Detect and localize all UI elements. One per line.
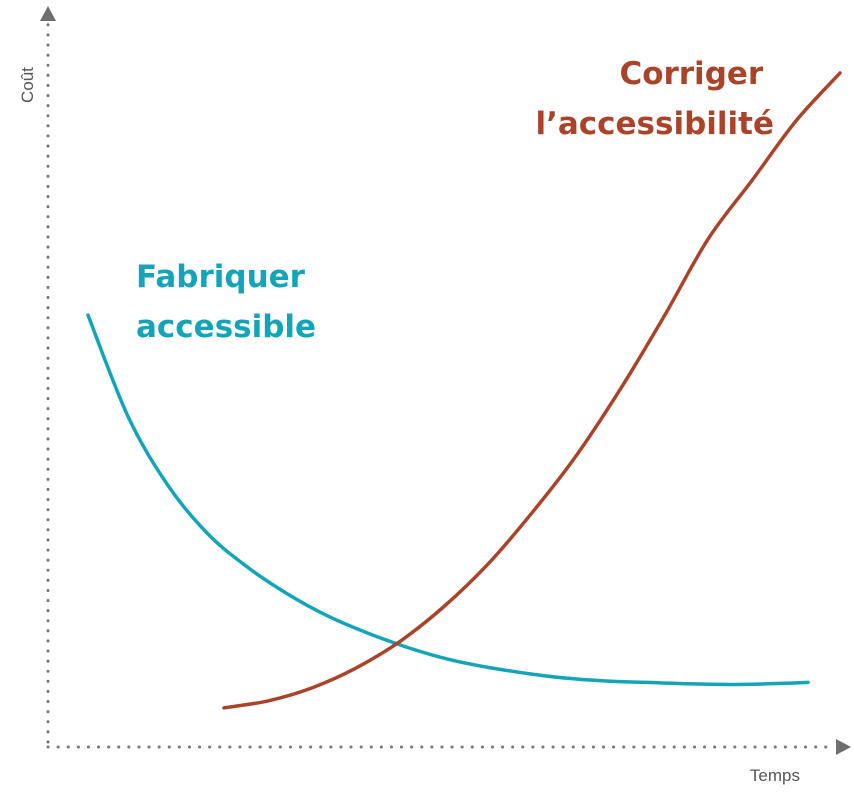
- series-label-fabriquer-line-2: accessible: [136, 309, 316, 345]
- x-axis-arrow-icon: [836, 739, 851, 755]
- series-label-fabriquer: Fabriquer accessible: [136, 259, 316, 345]
- series-layer: [86, 71, 842, 710]
- series-label-corriger: Corriger l’accessibilité: [535, 56, 774, 142]
- series-line-1: [222, 71, 842, 710]
- series-label-corriger-line-2: l’accessibilité: [535, 106, 774, 142]
- x-axis-label: Temps: [750, 766, 800, 785]
- series-line-0: [86, 313, 810, 687]
- y-axis-arrow-icon: [40, 6, 56, 21]
- y-axis-label: Coût: [18, 67, 37, 103]
- series-label-corriger-line-1: Corriger: [619, 56, 763, 92]
- series-label-fabriquer-line-1: Fabriquer: [136, 259, 306, 295]
